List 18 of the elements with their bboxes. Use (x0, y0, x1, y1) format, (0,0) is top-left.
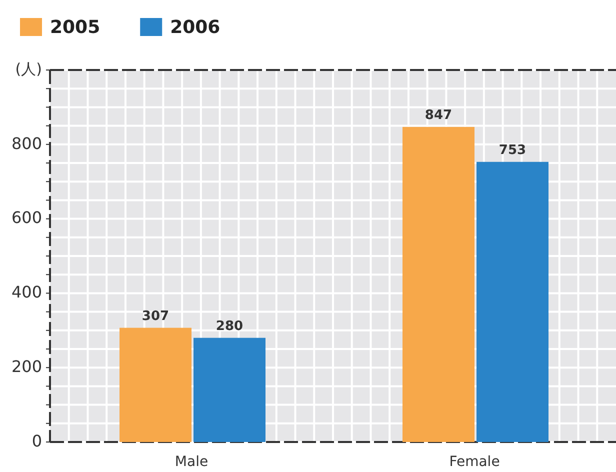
bar (402, 126, 474, 442)
data-label: 280 (216, 318, 244, 334)
bar (120, 328, 192, 442)
y-axis-title: (人) (15, 60, 42, 78)
bar (194, 338, 266, 442)
data-label: 753 (498, 142, 526, 158)
x-tick-label: Female (449, 454, 500, 470)
y-tick-label: 800 (11, 134, 42, 153)
y-tick-label: 200 (11, 356, 42, 376)
legend-label: 2005 (50, 17, 100, 38)
data-label: 307 (142, 308, 170, 324)
legend-label: 2006 (170, 17, 220, 38)
y-tick-label: 0 (32, 431, 42, 450)
x-tick-label: Male (174, 454, 208, 470)
data-label: 847 (424, 108, 452, 123)
y-tick-label: 600 (11, 208, 42, 228)
bar (476, 162, 548, 442)
y-tick-label: 400 (11, 282, 42, 302)
